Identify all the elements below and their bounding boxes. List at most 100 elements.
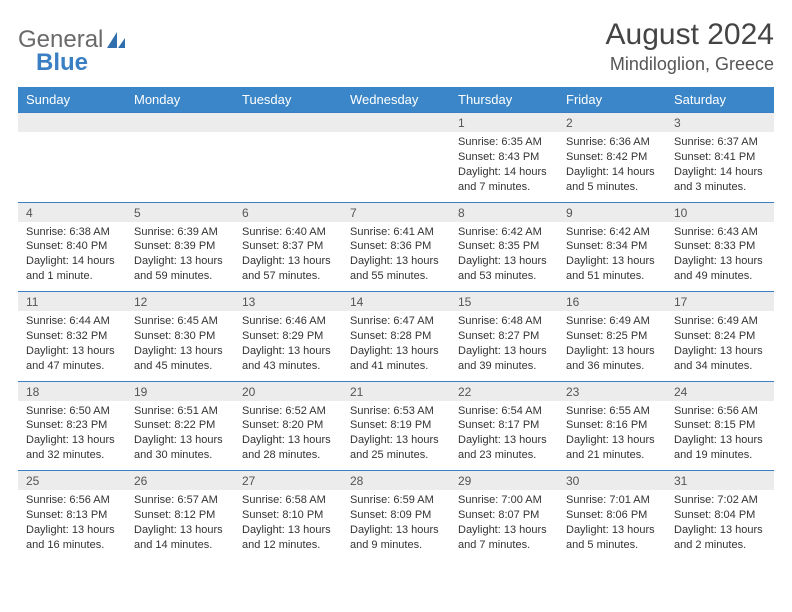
daylight-text-2: and 59 minutes. — [134, 269, 226, 284]
day-number: 22 — [450, 381, 558, 401]
day-cell: Sunrise: 6:58 AMSunset: 8:10 PMDaylight:… — [234, 490, 342, 560]
sunset-text: Sunset: 8:36 PM — [350, 239, 442, 254]
logo-text-2: Blue — [36, 49, 88, 76]
daylight-text: Daylight: 13 hours — [674, 344, 766, 359]
sunset-text: Sunset: 8:29 PM — [242, 329, 334, 344]
daylight-text: Daylight: 13 hours — [26, 433, 118, 448]
day-number: 4 — [18, 202, 126, 222]
daylight-text: Daylight: 13 hours — [674, 254, 766, 269]
daylight-text: Daylight: 13 hours — [134, 344, 226, 359]
daylight-text-2: and 3 minutes. — [674, 180, 766, 195]
sunrise-text: Sunrise: 6:55 AM — [566, 404, 658, 419]
daylight-text: Daylight: 13 hours — [242, 433, 334, 448]
daylight-text-2: and 45 minutes. — [134, 359, 226, 374]
daylight-text: Daylight: 13 hours — [26, 523, 118, 538]
daylight-text: Daylight: 14 hours — [458, 165, 550, 180]
daylight-text-2: and 39 minutes. — [458, 359, 550, 374]
logo-sail-icon — [105, 30, 127, 50]
day-details-row: Sunrise: 6:35 AMSunset: 8:43 PMDaylight:… — [18, 132, 774, 202]
daylight-text: Daylight: 13 hours — [134, 254, 226, 269]
daylight-text-2: and 32 minutes. — [26, 448, 118, 463]
sunset-text: Sunset: 8:06 PM — [566, 508, 658, 523]
sunrise-text: Sunrise: 6:44 AM — [26, 314, 118, 329]
day-number: 15 — [450, 292, 558, 312]
day-header: Sunday — [18, 87, 126, 113]
sunrise-text: Sunrise: 6:43 AM — [674, 225, 766, 240]
day-cell: Sunrise: 6:47 AMSunset: 8:28 PMDaylight:… — [342, 311, 450, 381]
sunrise-text: Sunrise: 6:50 AM — [26, 404, 118, 419]
day-cell: Sunrise: 6:49 AMSunset: 8:24 PMDaylight:… — [666, 311, 774, 381]
sunrise-text: Sunrise: 6:53 AM — [350, 404, 442, 419]
sunrise-text: Sunrise: 6:36 AM — [566, 135, 658, 150]
daylight-text-2: and 41 minutes. — [350, 359, 442, 374]
sunset-text: Sunset: 8:33 PM — [674, 239, 766, 254]
sunrise-text: Sunrise: 6:42 AM — [458, 225, 550, 240]
sunset-text: Sunset: 8:24 PM — [674, 329, 766, 344]
daylight-text: Daylight: 13 hours — [458, 254, 550, 269]
day-number: 5 — [126, 202, 234, 222]
daylight-text: Daylight: 13 hours — [566, 254, 658, 269]
daylight-text-2: and 9 minutes. — [350, 538, 442, 553]
sunrise-text: Sunrise: 6:46 AM — [242, 314, 334, 329]
daylight-text: Daylight: 13 hours — [458, 344, 550, 359]
daylight-text: Daylight: 13 hours — [350, 254, 442, 269]
day-cell: Sunrise: 6:40 AMSunset: 8:37 PMDaylight:… — [234, 222, 342, 292]
day-number: 8 — [450, 202, 558, 222]
day-number: 7 — [342, 202, 450, 222]
sunrise-text: Sunrise: 6:41 AM — [350, 225, 442, 240]
sunrise-text: Sunrise: 6:47 AM — [350, 314, 442, 329]
sunrise-text: Sunrise: 6:51 AM — [134, 404, 226, 419]
day-header-row: Sunday Monday Tuesday Wednesday Thursday… — [18, 87, 774, 113]
day-number — [126, 113, 234, 133]
day-number: 30 — [558, 471, 666, 491]
daylight-text-2: and 30 minutes. — [134, 448, 226, 463]
sunrise-text: Sunrise: 6:54 AM — [458, 404, 550, 419]
daylight-text-2: and 23 minutes. — [458, 448, 550, 463]
day-number: 10 — [666, 202, 774, 222]
daylight-text-2: and 55 minutes. — [350, 269, 442, 284]
sunrise-text: Sunrise: 7:02 AM — [674, 493, 766, 508]
sunset-text: Sunset: 8:23 PM — [26, 418, 118, 433]
day-cell: Sunrise: 6:45 AMSunset: 8:30 PMDaylight:… — [126, 311, 234, 381]
day-cell: Sunrise: 6:39 AMSunset: 8:39 PMDaylight:… — [126, 222, 234, 292]
day-cell: Sunrise: 6:52 AMSunset: 8:20 PMDaylight:… — [234, 401, 342, 471]
day-number: 9 — [558, 202, 666, 222]
day-number: 17 — [666, 292, 774, 312]
sunset-text: Sunset: 8:13 PM — [26, 508, 118, 523]
day-details-row: Sunrise: 6:50 AMSunset: 8:23 PMDaylight:… — [18, 401, 774, 471]
daylight-text-2: and 28 minutes. — [242, 448, 334, 463]
day-cell: Sunrise: 7:01 AMSunset: 8:06 PMDaylight:… — [558, 490, 666, 560]
day-cell: Sunrise: 7:02 AMSunset: 8:04 PMDaylight:… — [666, 490, 774, 560]
day-cell — [234, 132, 342, 202]
sunset-text: Sunset: 8:43 PM — [458, 150, 550, 165]
day-number: 19 — [126, 381, 234, 401]
daylight-text-2: and 19 minutes. — [674, 448, 766, 463]
day-number: 25 — [18, 471, 126, 491]
daylight-text-2: and 43 minutes. — [242, 359, 334, 374]
day-cell: Sunrise: 6:48 AMSunset: 8:27 PMDaylight:… — [450, 311, 558, 381]
daylight-text: Daylight: 13 hours — [458, 433, 550, 448]
day-number: 23 — [558, 381, 666, 401]
day-number: 3 — [666, 113, 774, 133]
sunset-text: Sunset: 8:12 PM — [134, 508, 226, 523]
day-number-row: 123 — [18, 113, 774, 133]
day-cell: Sunrise: 6:42 AMSunset: 8:35 PMDaylight:… — [450, 222, 558, 292]
day-number: 2 — [558, 113, 666, 133]
day-number-row: 11121314151617 — [18, 292, 774, 312]
daylight-text: Daylight: 14 hours — [566, 165, 658, 180]
day-cell: Sunrise: 6:46 AMSunset: 8:29 PMDaylight:… — [234, 311, 342, 381]
day-cell: Sunrise: 6:56 AMSunset: 8:13 PMDaylight:… — [18, 490, 126, 560]
daylight-text-2: and 36 minutes. — [566, 359, 658, 374]
sunrise-text: Sunrise: 6:49 AM — [566, 314, 658, 329]
daylight-text-2: and 5 minutes. — [566, 538, 658, 553]
day-cell: Sunrise: 6:51 AMSunset: 8:22 PMDaylight:… — [126, 401, 234, 471]
day-number: 1 — [450, 113, 558, 133]
sunrise-text: Sunrise: 6:40 AM — [242, 225, 334, 240]
day-number: 16 — [558, 292, 666, 312]
day-cell — [342, 132, 450, 202]
sunset-text: Sunset: 8:17 PM — [458, 418, 550, 433]
daylight-text-2: and 21 minutes. — [566, 448, 658, 463]
day-header: Tuesday — [234, 87, 342, 113]
sunrise-text: Sunrise: 6:37 AM — [674, 135, 766, 150]
sunrise-text: Sunrise: 6:59 AM — [350, 493, 442, 508]
